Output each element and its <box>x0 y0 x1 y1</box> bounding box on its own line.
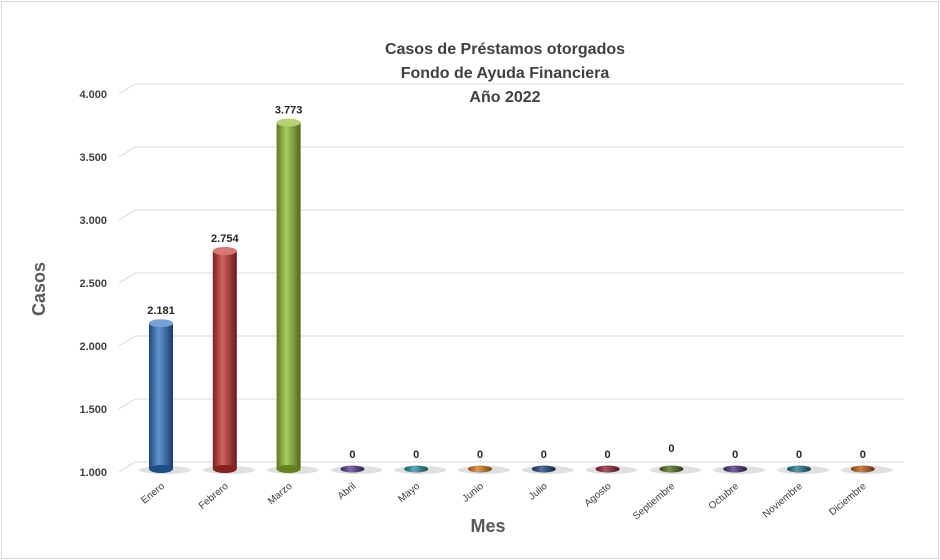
bar-disk <box>404 465 429 473</box>
bar-bottom <box>149 465 173 473</box>
bar-enero <box>139 319 191 474</box>
data-label: 2.754 <box>211 233 239 245</box>
data-label: 0 <box>860 449 866 461</box>
bar-body <box>212 250 237 469</box>
x-tick-label: Enero <box>139 481 167 507</box>
x-axis-title: Mes <box>470 516 505 536</box>
bar-top <box>212 246 237 255</box>
bar-body <box>149 323 173 469</box>
x-tick-label: Marzo <box>266 481 295 508</box>
bar-disk <box>850 465 875 473</box>
x-tick-label: Noviembre <box>761 481 805 521</box>
bar-agosto <box>585 465 638 474</box>
x-tick-label: Abril <box>336 481 358 502</box>
y-tick-label: 1.500 <box>79 404 107 416</box>
gridline-depth <box>118 83 136 95</box>
bar-disk <box>659 465 684 473</box>
bar-disk <box>531 465 556 473</box>
y-tick-label: 2.000 <box>79 341 107 353</box>
bar-mayo <box>394 465 447 474</box>
data-label: 0 <box>413 449 419 461</box>
y-tick-label: 1.000 <box>79 467 107 479</box>
bar-disk <box>340 465 365 473</box>
bar-top <box>276 118 301 127</box>
bar-disk <box>468 465 492 473</box>
gridline-depth <box>118 335 136 347</box>
x-tick-label: Febrero <box>197 481 231 512</box>
bar-bottom <box>212 465 237 473</box>
data-label: 0 <box>668 443 674 455</box>
bar-disk <box>723 465 748 473</box>
chart-title-line-1: Casos de Préstamos otorgados <box>385 41 625 58</box>
data-label: 0 <box>732 449 738 461</box>
gridline-depth <box>118 398 136 410</box>
x-tick-label: Junio <box>461 481 487 505</box>
y-tick-label: 2.500 <box>79 278 107 290</box>
chart-title: Casos de Préstamos otorgados Fondo de Ay… <box>385 41 625 106</box>
bar-body <box>276 122 301 470</box>
gridline-depth <box>118 272 136 284</box>
x-tick-label: Septiembre <box>631 481 678 523</box>
bar-noviembre <box>777 465 829 474</box>
x-tick-label: Diciembre <box>827 481 869 519</box>
bar-abril <box>330 465 383 474</box>
y-tick-label: 3.000 <box>79 215 107 227</box>
bar-junio <box>458 465 510 474</box>
data-label: 3.773 <box>275 105 303 117</box>
bar-octubre <box>713 465 766 474</box>
bar-bottom <box>276 465 301 473</box>
x-tick-label: Octubre <box>707 481 742 513</box>
gridline-depth <box>118 146 136 158</box>
bar-disk <box>787 465 811 473</box>
data-label: 0 <box>605 449 611 461</box>
bar-julio <box>521 465 574 474</box>
x-tick-label: Agosto <box>583 481 614 510</box>
x-tick-label: Julio <box>527 481 550 503</box>
bar-septiembre <box>649 465 702 474</box>
x-tick-label: Mayo <box>396 481 422 505</box>
bar-diciembre <box>840 465 893 474</box>
data-label: 0 <box>477 449 483 461</box>
data-labels: 2.181 2.754 3.773 0 0 0 0 0 0 0 0 0 <box>147 105 866 461</box>
data-label: 0 <box>796 449 802 461</box>
data-label: 0 <box>349 449 355 461</box>
bar-top <box>149 319 173 328</box>
bar-marzo <box>266 118 319 474</box>
y-tick-label: 4.000 <box>79 89 107 101</box>
gridline-depth <box>118 209 136 221</box>
gridline-depth <box>118 461 136 473</box>
bar-febrero <box>202 246 255 474</box>
chart-title-line-2: Fondo de Ayuda Financiera <box>401 65 610 82</box>
y-axis-title: Casos <box>29 262 49 316</box>
y-tick-label: 3.500 <box>79 152 107 164</box>
chart-title-line-3: Año 2022 <box>469 89 540 106</box>
y-axis-ticks: 1.000 1.500 2.000 2.500 3.000 3.500 4.000 <box>79 89 107 479</box>
bars <box>139 118 893 474</box>
gridlines <box>118 83 904 473</box>
data-label: 0 <box>541 449 547 461</box>
bar-disk <box>595 465 620 473</box>
data-label: 2.181 <box>147 305 175 317</box>
